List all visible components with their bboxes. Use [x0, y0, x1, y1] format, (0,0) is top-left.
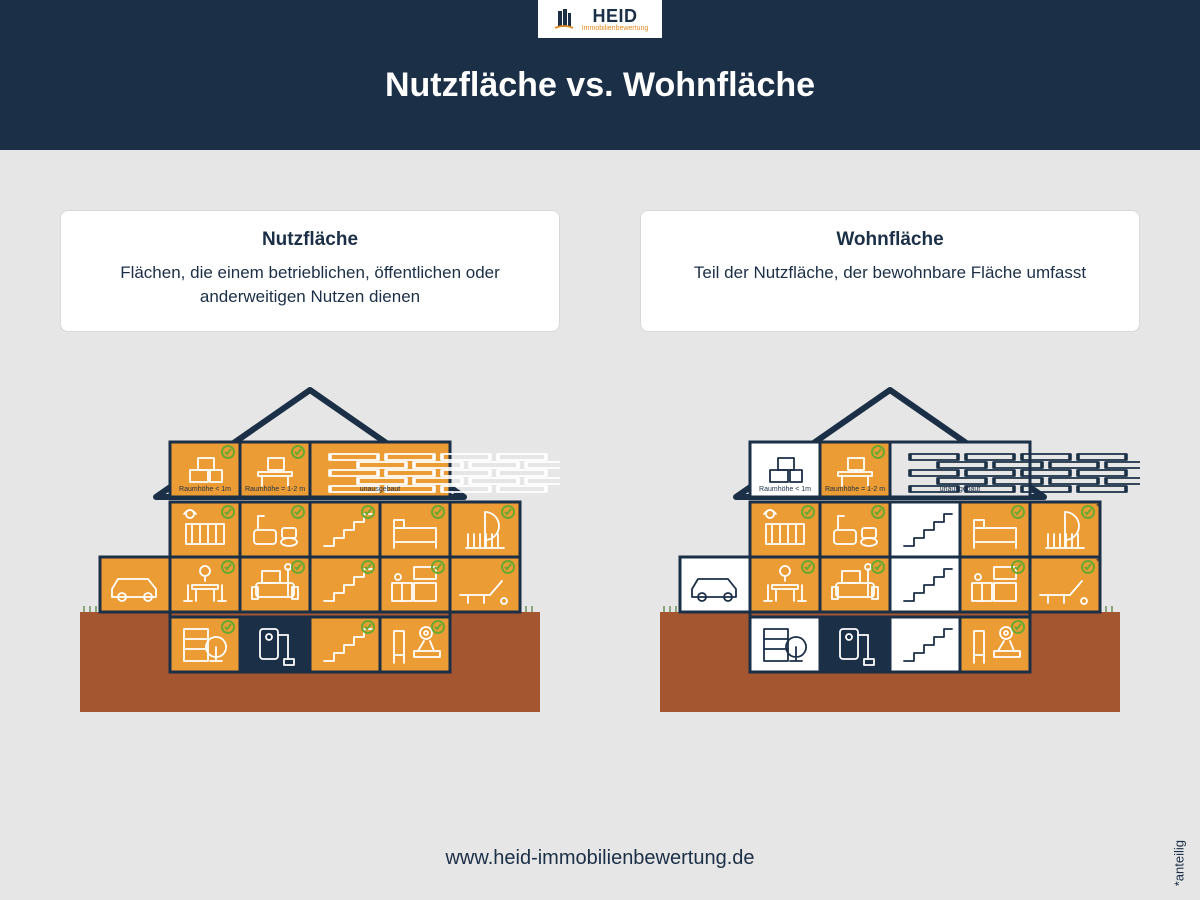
- house-nutzflaeche: Raumhöhe < 1m Raumhöhe = 1-2 m unausgebaut: [60, 372, 560, 732]
- card-text: Teil der Nutzfläche, der bewohnbare Fläc…: [669, 261, 1111, 285]
- logo-subline: Immobilienbewertung: [582, 25, 649, 32]
- footer-url: www.heid-immobilienbewertung.de: [0, 847, 1200, 870]
- svg-text:Raumhöhe = 1-2 m: Raumhöhe = 1-2 m: [825, 486, 885, 493]
- definition-cards: Nutzfläche Flächen, die einem betrieblic…: [0, 210, 1200, 332]
- card-heading: Wohnfläche: [669, 229, 1111, 251]
- card-nutzflaeche: Nutzfläche Flächen, die einem betrieblic…: [60, 210, 560, 332]
- house-diagrams: Raumhöhe < 1m Raumhöhe = 1-2 m unausgebaut…: [0, 372, 1200, 732]
- svg-text:unausgebaut: unausgebaut: [940, 486, 981, 493]
- svg-text:*: *: [1096, 502, 1100, 513]
- page-title: Nutzfläche vs. Wohnfläche: [0, 66, 1200, 105]
- card-wohnflaeche: Wohnfläche Teil der Nutzfläche, der bewo…: [640, 210, 1140, 332]
- card-text: Flächen, die einem betrieblichen, öffent…: [89, 261, 531, 309]
- svg-text:Raumhöhe < 1m: Raumhöhe < 1m: [179, 486, 231, 493]
- svg-text:*: *: [1096, 557, 1100, 568]
- logo: HEID Immobilienbewertung: [538, 0, 663, 38]
- footnote: *anteilig: [1171, 840, 1186, 886]
- header: HEID Immobilienbewertung Nutzfläche vs. …: [0, 0, 1200, 150]
- logo-brand: HEID: [592, 6, 637, 26]
- house-wohnflaeche: Raumhöhe < 1m Raumhöhe = 1-2 m unausgebaut…: [640, 372, 1140, 732]
- svg-text:unausgebaut: unausgebaut: [360, 486, 401, 493]
- svg-text:Raumhöhe < 1m: Raumhöhe < 1m: [759, 486, 811, 493]
- building-icon: [552, 7, 576, 31]
- svg-text:Raumhöhe = 1-2 m: Raumhöhe = 1-2 m: [245, 486, 305, 493]
- card-heading: Nutzfläche: [89, 229, 531, 251]
